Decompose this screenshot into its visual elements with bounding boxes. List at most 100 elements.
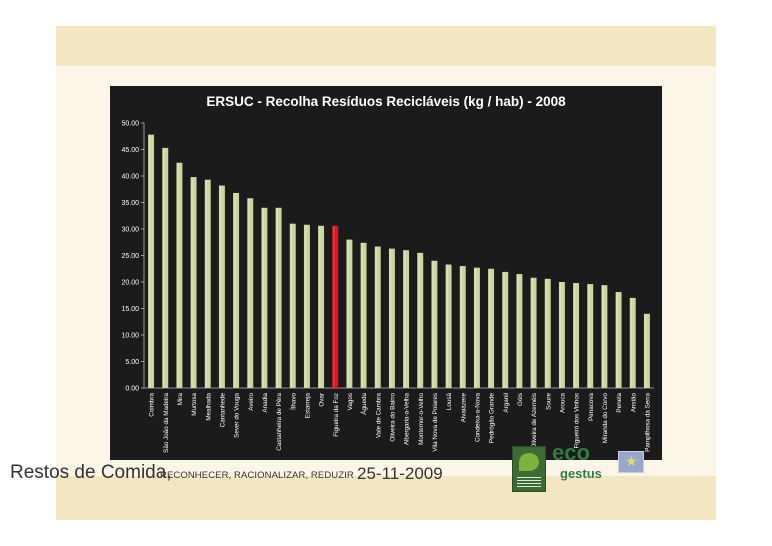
category-label: Lousã	[446, 393, 453, 411]
bar	[502, 271, 509, 388]
y-tick-label: 45.00	[121, 147, 139, 154]
category-label: Estarreja	[304, 393, 311, 419]
leaf-icon	[519, 453, 539, 471]
bar-shine	[488, 268, 491, 388]
category-label: Oliveira de Azeméis	[531, 393, 538, 449]
bar	[587, 284, 594, 388]
category-label: Sever do Vouga	[234, 393, 241, 438]
y-tick-label: 30.00	[121, 227, 139, 234]
bar	[459, 266, 466, 388]
category-label: Alvaiázere	[460, 393, 467, 423]
star-icon: ★	[625, 453, 638, 469]
bar	[275, 207, 282, 388]
bar-shine	[177, 162, 179, 388]
bar	[445, 264, 452, 388]
bar-shine	[162, 147, 165, 388]
category-label: Montemor-o-Velho	[418, 393, 425, 445]
y-tick-label: 15.00	[121, 306, 139, 313]
category-label: Soure	[545, 393, 552, 410]
eu-flag-icon: ★	[618, 451, 644, 473]
category-label: Mira	[177, 393, 184, 406]
bar-shine	[347, 239, 349, 388]
bars	[148, 134, 650, 388]
category-label: Ílhavo	[288, 393, 297, 410]
bar-shine	[403, 250, 406, 388]
bar	[488, 268, 495, 388]
bar	[318, 225, 325, 388]
category-label: Vale de Cambra	[375, 393, 382, 439]
bar	[516, 274, 523, 388]
axes: 0.00 5.00 10.00 15.00 20.00 25.00 30.00 35.00 40…	[121, 121, 654, 393]
category-label: Pampilhosa da Serra	[644, 393, 651, 452]
bar-shine	[247, 198, 250, 388]
bar-shine	[262, 207, 264, 388]
bar	[162, 147, 169, 388]
category-label: Aveiro	[248, 393, 255, 411]
category-label: Mealhada	[205, 393, 212, 421]
y-tick-label: 40.00	[121, 174, 139, 181]
bar	[544, 278, 551, 388]
bar	[190, 177, 197, 388]
logo-eco: eco	[552, 440, 590, 465]
bar-chart: ERSUC - Recolha Resíduos Recicláveis (kg…	[121, 94, 654, 453]
bar	[403, 250, 410, 388]
category-label: Vagos	[347, 393, 354, 410]
bar	[374, 246, 381, 388]
y-tick-label: 0.00	[125, 386, 139, 393]
bar	[431, 260, 438, 388]
bar	[601, 285, 608, 388]
category-label: Murtosa	[191, 393, 198, 416]
bar-shine	[191, 177, 193, 388]
bar-shine	[474, 267, 477, 388]
bar-shine	[318, 225, 321, 388]
bar	[573, 283, 580, 388]
header-band	[56, 26, 716, 66]
category-label: Oliveira do Bairro	[389, 393, 396, 442]
bar-shine	[432, 260, 434, 388]
bar	[473, 267, 480, 388]
bar	[615, 292, 622, 388]
category-label: Vila Nova de Poiares	[432, 393, 439, 452]
bar	[148, 134, 155, 388]
category-label: Águeda	[359, 393, 368, 415]
category-label: Pedrógão Grande	[489, 393, 496, 444]
bar	[289, 223, 296, 388]
bar-highlight	[332, 225, 339, 388]
bar-shine	[290, 223, 293, 388]
bar	[643, 313, 650, 388]
bar-shine	[304, 224, 307, 388]
category-label: Condeixa-a-Nova	[474, 393, 481, 442]
bar-shine	[148, 134, 151, 388]
category-label: Coimbra	[149, 393, 156, 417]
category-label: Albergaria-a-Velha	[404, 393, 411, 446]
category-label: São João da Madeira	[163, 393, 170, 453]
bar-shine	[332, 225, 335, 388]
bar-shine	[417, 252, 420, 388]
bar-shine	[630, 297, 633, 388]
category-label: Arouca	[559, 393, 566, 413]
logo-gestus: gestus	[560, 466, 602, 481]
bar	[176, 162, 183, 388]
footer-date: 25-11-2009	[357, 464, 443, 483]
bar-shine	[219, 185, 222, 388]
bar-shine	[389, 248, 392, 388]
ecogestus-seal-icon	[512, 446, 546, 492]
y-tick-label: 20.00	[121, 280, 139, 287]
bar-shine	[460, 266, 463, 388]
y-tick-label: 10.00	[121, 333, 139, 340]
category-label: Anadia	[262, 393, 269, 413]
bar	[558, 282, 565, 388]
category-label: Góis	[517, 393, 524, 406]
bar	[417, 252, 424, 388]
bar	[303, 224, 310, 388]
category-label: Ovar	[319, 393, 326, 407]
chart-title: ERSUC - Recolha Resíduos Recicláveis (kg…	[206, 94, 566, 109]
bar-shine	[446, 264, 448, 388]
footer-subtitle: RECONHECER, RACIONALIZAR, REDUZIR	[160, 470, 354, 481]
category-label: Arganil	[503, 393, 510, 413]
bar	[360, 242, 367, 388]
category-label: Figueira da Foz	[333, 393, 340, 437]
y-tick-label: 25.00	[121, 253, 139, 260]
bar	[629, 297, 636, 388]
bar	[233, 192, 240, 388]
